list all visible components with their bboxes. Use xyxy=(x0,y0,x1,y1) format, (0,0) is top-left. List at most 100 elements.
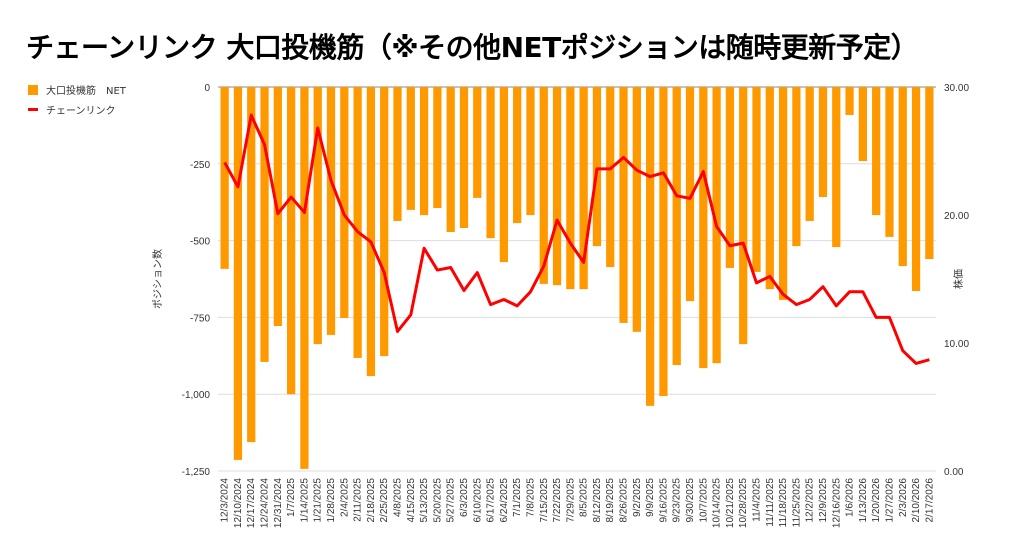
x-tick-label: 8/26/2025 xyxy=(619,478,630,523)
bar xyxy=(526,87,535,216)
bar xyxy=(459,87,469,229)
x-tick-label: 6/10/2025 xyxy=(472,478,483,523)
y-left-tick-label: 0 xyxy=(204,83,210,94)
bar xyxy=(499,87,508,263)
x-tick-label: 12/16/2025 xyxy=(831,478,842,528)
x-tick-label: 10/28/2025 xyxy=(738,478,749,528)
bar xyxy=(419,87,429,216)
x-tick-label: 7/8/2025 xyxy=(525,478,536,517)
x-tick-label: 2/25/2025 xyxy=(379,478,390,523)
bar xyxy=(845,87,854,115)
x-tick-label: 12/17/2024 xyxy=(246,478,257,528)
x-tick-label: 1/20/2026 xyxy=(871,478,882,523)
x-tick-label: 4/8/2025 xyxy=(393,478,404,517)
bar xyxy=(579,87,588,290)
bar xyxy=(911,87,921,291)
x-tick-label: 1/21/2025 xyxy=(313,478,324,523)
bar xyxy=(752,87,761,272)
bar xyxy=(353,87,362,358)
x-tick-label: 12/24/2024 xyxy=(260,478,271,528)
bar xyxy=(380,87,389,357)
x-tick-label: 4/15/2025 xyxy=(406,478,417,523)
x-tick-label: 10/14/2025 xyxy=(712,478,723,528)
bar xyxy=(592,87,602,247)
legend-item-net: 大口投機筋 NET xyxy=(28,82,126,97)
legend-label-price: チェーンリンク xyxy=(46,106,116,117)
y-right-tick-label: 0.00 xyxy=(944,467,964,478)
x-tick-label: 8/5/2025 xyxy=(579,478,590,517)
x-tick-label: 1/27/2026 xyxy=(884,478,895,523)
bar xyxy=(778,87,788,300)
bar xyxy=(858,87,867,162)
x-tick-label: 6/17/2025 xyxy=(486,478,497,523)
bar xyxy=(619,87,628,323)
y-left-tick-label: -750 xyxy=(190,313,210,324)
bar xyxy=(672,87,681,366)
bar xyxy=(885,87,894,237)
x-tick-label: 12/31/2024 xyxy=(273,478,284,528)
bar xyxy=(300,87,309,469)
x-tick-label: 10/21/2025 xyxy=(725,478,736,528)
x-tick-label: 9/16/2025 xyxy=(658,478,669,523)
x-tick-label: 1/28/2025 xyxy=(326,478,337,523)
bar xyxy=(326,87,336,335)
bar xyxy=(898,87,907,267)
x-tick-label: 11/18/2025 xyxy=(778,478,789,528)
bar xyxy=(313,87,322,345)
bar xyxy=(632,87,641,332)
y-right-axis-label: 株価 xyxy=(952,269,965,289)
x-tick-label: 7/22/2025 xyxy=(552,478,563,523)
x-tick-label: 5/20/2025 xyxy=(432,478,443,523)
x-tick-label: 8/12/2025 xyxy=(592,478,603,523)
bar xyxy=(685,87,695,302)
bar xyxy=(220,87,229,269)
x-tick-label: 7/1/2025 xyxy=(512,478,523,517)
x-tick-label: 7/29/2025 xyxy=(565,478,576,523)
bar xyxy=(765,87,774,290)
x-tick-label: 9/9/2025 xyxy=(645,478,656,517)
price-line xyxy=(223,113,930,365)
x-tick-label: 9/23/2025 xyxy=(672,478,683,523)
x-tick-label: 11/11/2025 xyxy=(765,478,776,527)
x-tick-label: 10/7/2025 xyxy=(698,478,709,523)
bar xyxy=(725,87,735,268)
x-tick-label: 1/13/2026 xyxy=(858,478,869,523)
x-tick-label: 2/11/2025 xyxy=(353,478,364,522)
x-tick-label: 2/10/2026 xyxy=(911,478,922,523)
bar xyxy=(606,87,615,268)
x-tick-label: 9/2/2025 xyxy=(632,478,643,517)
x-tick-label: 8/19/2025 xyxy=(605,478,616,523)
bar xyxy=(473,87,482,198)
bar xyxy=(659,87,668,397)
legend-item-price: チェーンリンク xyxy=(28,102,116,117)
bar xyxy=(486,87,495,239)
bar xyxy=(872,87,881,216)
y-left-tick-label: -250 xyxy=(190,160,210,171)
x-tick-label: 1/14/2025 xyxy=(299,478,310,523)
bar xyxy=(247,87,256,443)
y-right-tick-label: 20.00 xyxy=(944,211,969,222)
x-tick-label: 11/25/2025 xyxy=(791,478,802,528)
bar xyxy=(646,87,655,406)
bar xyxy=(433,87,442,209)
chart-title: チェーンリンク 大口投機筋（※その他NETポジションは随時更新予定） xyxy=(26,31,919,64)
bar xyxy=(446,87,455,232)
x-tick-label: 6/3/2025 xyxy=(459,478,470,517)
x-tick-label: 12/3/2024 xyxy=(220,478,231,523)
x-tick-label: 1/6/2026 xyxy=(845,478,856,517)
x-tick-label: 12/2/2025 xyxy=(805,478,816,523)
legend-swatch-bar xyxy=(28,84,38,95)
x-tick-label: 2/17/2026 xyxy=(924,478,935,523)
x-tick-label: 11/4/2025 xyxy=(752,478,763,522)
x-tick-label: 5/13/2025 xyxy=(419,478,430,523)
x-tick-label: 7/15/2025 xyxy=(539,478,550,523)
bar xyxy=(233,87,243,460)
bar xyxy=(287,87,296,395)
x-tick-label: 9/30/2025 xyxy=(685,478,696,523)
bar xyxy=(366,87,376,377)
bar xyxy=(805,87,814,221)
bar xyxy=(818,87,828,197)
bar xyxy=(792,87,801,247)
x-tick-label: 2/3/2026 xyxy=(898,478,909,517)
